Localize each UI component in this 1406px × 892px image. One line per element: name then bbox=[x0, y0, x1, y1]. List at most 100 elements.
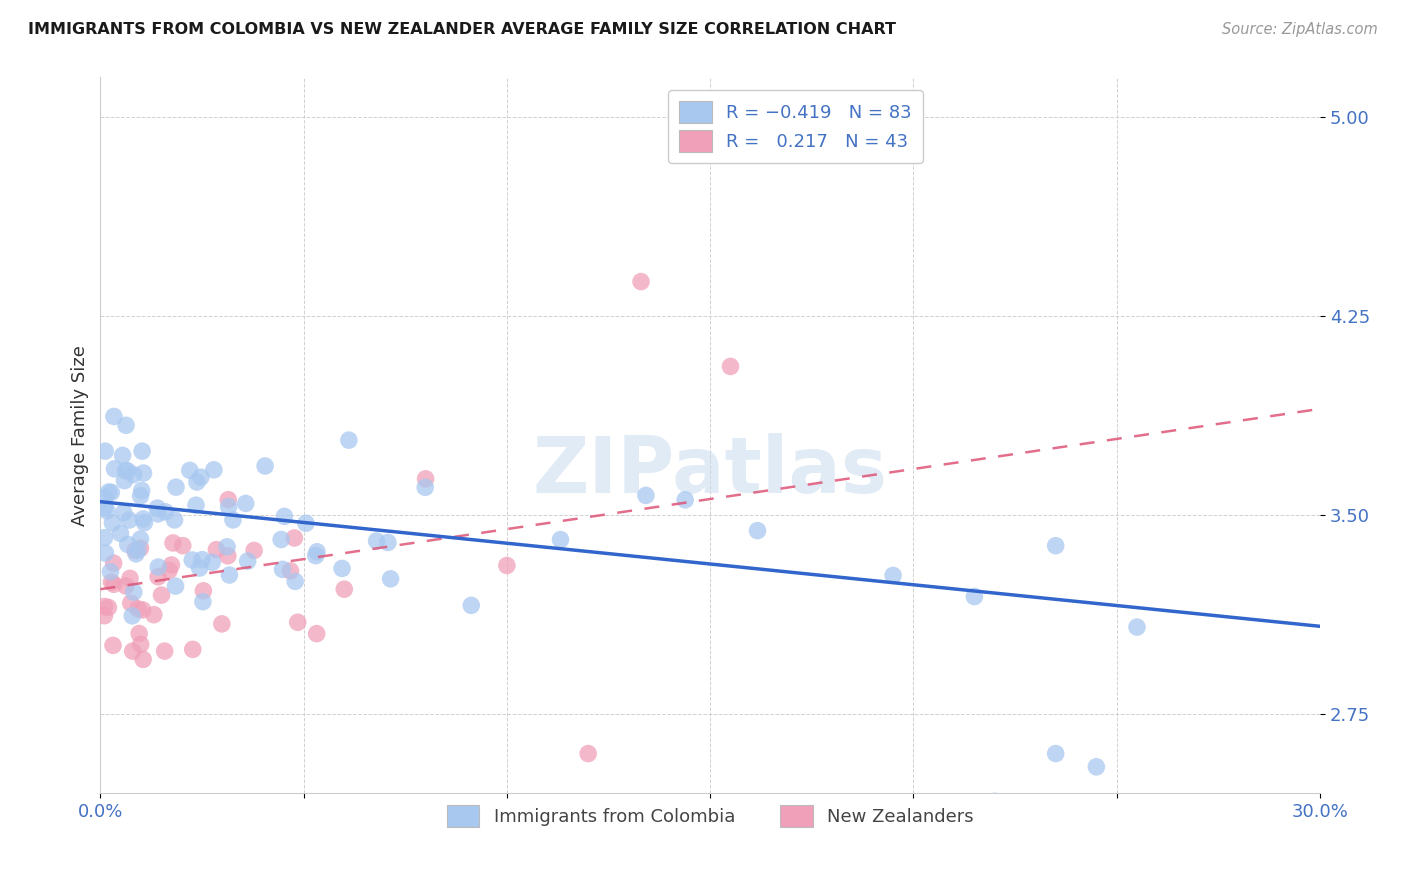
Point bbox=[103, 409, 125, 424]
Point bbox=[93, 599, 115, 614]
Point bbox=[118, 571, 141, 585]
Point bbox=[191, 552, 214, 566]
Point bbox=[165, 480, 187, 494]
Point bbox=[550, 533, 572, 547]
Y-axis label: Average Family Size: Average Family Size bbox=[72, 345, 89, 525]
Point bbox=[94, 444, 117, 458]
Point bbox=[165, 579, 187, 593]
Point bbox=[181, 553, 204, 567]
Point bbox=[1187, 805, 1209, 819]
Point bbox=[118, 513, 141, 527]
Point bbox=[94, 546, 117, 560]
Point bbox=[181, 642, 204, 657]
Point bbox=[127, 543, 149, 558]
Point bbox=[160, 558, 183, 572]
Point bbox=[93, 608, 115, 623]
Point bbox=[218, 568, 240, 582]
Point bbox=[162, 536, 184, 550]
Legend: Immigrants from Colombia, New Zealanders: Immigrants from Colombia, New Zealanders bbox=[440, 798, 981, 834]
Point bbox=[243, 543, 266, 558]
Point bbox=[1045, 747, 1067, 761]
Point bbox=[131, 483, 153, 498]
Point bbox=[202, 463, 225, 477]
Point bbox=[129, 541, 152, 556]
Point bbox=[97, 600, 120, 615]
Point bbox=[630, 275, 652, 289]
Point bbox=[882, 568, 904, 582]
Point bbox=[1085, 760, 1108, 774]
Point bbox=[190, 470, 212, 484]
Point bbox=[634, 488, 657, 502]
Point bbox=[415, 472, 437, 486]
Point bbox=[128, 626, 150, 640]
Point bbox=[114, 474, 136, 488]
Point bbox=[155, 505, 177, 519]
Point bbox=[377, 535, 399, 549]
Point bbox=[218, 500, 240, 514]
Point bbox=[172, 539, 194, 553]
Point bbox=[280, 564, 302, 578]
Point bbox=[330, 561, 353, 575]
Point bbox=[125, 547, 148, 561]
Point bbox=[186, 475, 208, 489]
Point bbox=[380, 572, 402, 586]
Point bbox=[337, 433, 360, 447]
Point bbox=[124, 543, 146, 558]
Point bbox=[103, 462, 125, 476]
Point bbox=[157, 563, 180, 577]
Point bbox=[576, 747, 599, 761]
Point bbox=[236, 554, 259, 568]
Point bbox=[101, 516, 124, 530]
Point bbox=[101, 639, 124, 653]
Point bbox=[132, 652, 155, 666]
Point bbox=[217, 549, 239, 563]
Point bbox=[122, 585, 145, 599]
Point bbox=[460, 599, 482, 613]
Point bbox=[115, 418, 138, 433]
Point bbox=[103, 556, 125, 570]
Text: ZIPatlas: ZIPatlas bbox=[533, 434, 887, 509]
Point bbox=[121, 644, 143, 658]
Point bbox=[273, 509, 295, 524]
Point bbox=[131, 444, 153, 458]
Point bbox=[333, 582, 356, 597]
Point bbox=[120, 596, 142, 610]
Point bbox=[366, 533, 388, 548]
Point bbox=[295, 516, 318, 531]
Point bbox=[146, 501, 169, 516]
Point bbox=[100, 574, 122, 589]
Point bbox=[217, 492, 239, 507]
Point bbox=[114, 463, 136, 477]
Point bbox=[97, 485, 120, 500]
Point bbox=[93, 490, 115, 504]
Point bbox=[100, 485, 122, 500]
Point bbox=[305, 549, 328, 563]
Point bbox=[720, 359, 742, 374]
Text: Source: ZipAtlas.com: Source: ZipAtlas.com bbox=[1222, 22, 1378, 37]
Point bbox=[110, 526, 132, 541]
Point bbox=[150, 588, 173, 602]
Point bbox=[129, 532, 152, 546]
Point bbox=[191, 595, 214, 609]
Point bbox=[211, 616, 233, 631]
Point bbox=[96, 504, 118, 518]
Point bbox=[193, 583, 215, 598]
Point bbox=[117, 537, 139, 551]
Point bbox=[146, 570, 169, 584]
Point bbox=[129, 637, 152, 651]
Point bbox=[103, 577, 125, 591]
Point bbox=[305, 626, 328, 640]
Point bbox=[122, 467, 145, 482]
Point bbox=[121, 608, 143, 623]
Point bbox=[201, 555, 224, 569]
Point bbox=[235, 496, 257, 510]
Point bbox=[129, 489, 152, 503]
Point bbox=[270, 533, 292, 547]
Point bbox=[134, 516, 156, 530]
Point bbox=[148, 560, 170, 574]
Point bbox=[153, 644, 176, 658]
Point bbox=[127, 602, 149, 616]
Point bbox=[963, 590, 986, 604]
Point bbox=[117, 464, 139, 478]
Point bbox=[305, 545, 328, 559]
